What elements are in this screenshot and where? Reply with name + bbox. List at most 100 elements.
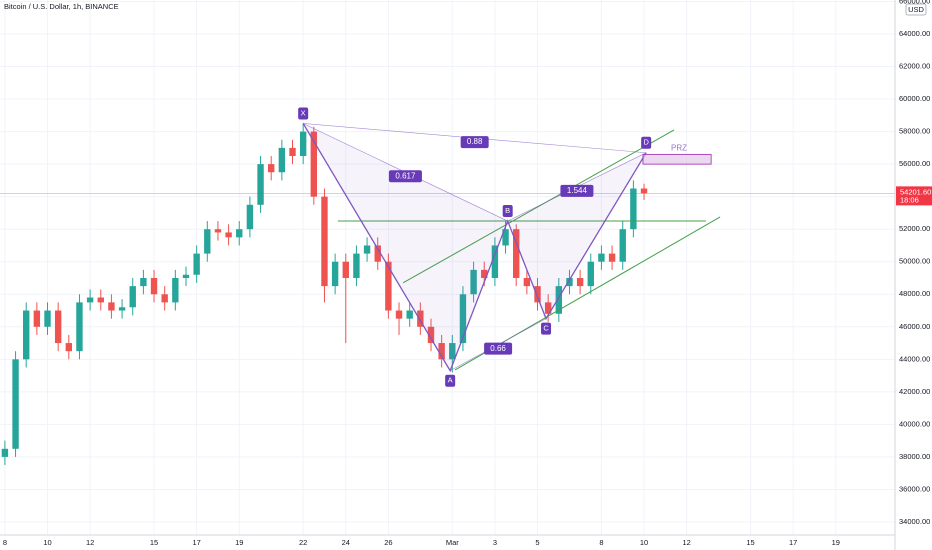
x-tick-label: 8 bbox=[599, 538, 603, 547]
candle-body bbox=[1, 448, 9, 457]
candle-body bbox=[289, 147, 296, 156]
candle-body bbox=[363, 245, 371, 254]
candle-body bbox=[129, 286, 136, 308]
candle-body bbox=[150, 277, 158, 295]
candle-body bbox=[406, 310, 413, 319]
candle-body bbox=[299, 131, 307, 156]
x-tick-label: 15 bbox=[150, 538, 158, 547]
currency[interactable]: USD bbox=[908, 5, 924, 14]
chart-title: Bitcoin / U.S. Dollar, 1h, BINANCE bbox=[4, 2, 119, 11]
x-tick-label: Mar bbox=[446, 538, 459, 547]
point-label: B bbox=[505, 206, 510, 215]
y-tick-label: 52000.00 bbox=[899, 224, 930, 233]
candle-body bbox=[268, 164, 275, 173]
x-tick-label: 22 bbox=[299, 538, 307, 547]
last-price-box bbox=[896, 186, 932, 206]
pattern-fill bbox=[507, 152, 647, 319]
y-tick-label: 42000.00 bbox=[899, 387, 930, 396]
point-box bbox=[641, 136, 652, 149]
x-tick-label: 12 bbox=[86, 538, 94, 547]
candle-body bbox=[214, 229, 222, 233]
y-tick-label: 66000.00 bbox=[899, 0, 930, 5]
candle-body bbox=[576, 277, 584, 287]
x-tick-label: 19 bbox=[235, 538, 243, 547]
candle-body bbox=[502, 229, 509, 246]
candle-body bbox=[257, 164, 264, 205]
y-tick-label: 46000.00 bbox=[899, 322, 930, 331]
x-tick-label: 19 bbox=[832, 538, 840, 547]
candle-body bbox=[86, 297, 94, 303]
point-box bbox=[298, 107, 309, 120]
candle-body bbox=[513, 229, 520, 278]
point-box bbox=[445, 374, 456, 387]
candle-body bbox=[204, 229, 211, 254]
x-tick-label: 3 bbox=[493, 538, 497, 547]
candle-body bbox=[97, 297, 104, 303]
ratio-label: 1.544 bbox=[567, 186, 588, 195]
point-label: A bbox=[448, 376, 453, 385]
candle-body bbox=[65, 343, 73, 352]
y-tick-label: 34000.00 bbox=[899, 517, 930, 526]
candle-body bbox=[236, 229, 243, 238]
candle-body bbox=[193, 253, 200, 275]
trendline bbox=[402, 129, 675, 284]
y-tick-label: 60000.00 bbox=[899, 94, 930, 103]
y-tick-label: 62000.00 bbox=[899, 62, 930, 71]
candle-body bbox=[619, 229, 626, 262]
x-tick-label: 12 bbox=[682, 538, 690, 547]
y-tick-label: 48000.00 bbox=[899, 289, 930, 298]
x-tick-label: 17 bbox=[192, 538, 200, 547]
candle-body bbox=[44, 310, 51, 327]
candle-body bbox=[331, 261, 339, 287]
candle-body bbox=[385, 261, 392, 311]
x-tick-label: 10 bbox=[640, 538, 648, 547]
y-tick-label: 36000.00 bbox=[899, 484, 930, 493]
candle-body bbox=[33, 310, 41, 327]
candle-body bbox=[481, 269, 488, 278]
candle-body bbox=[544, 302, 552, 314]
ratio-box bbox=[460, 136, 489, 149]
candle-body bbox=[140, 277, 147, 287]
candle-body bbox=[374, 245, 381, 262]
point-label: X bbox=[301, 108, 306, 117]
countdown: 18:06 bbox=[900, 195, 919, 204]
candle-body bbox=[417, 310, 424, 327]
y-tick-label: 38000.00 bbox=[899, 452, 930, 461]
ratio-box bbox=[560, 184, 594, 197]
y-tick-label: 58000.00 bbox=[899, 127, 930, 136]
candle-body bbox=[640, 188, 648, 194]
x-tick-label: 17 bbox=[789, 538, 797, 547]
candle-body bbox=[555, 286, 563, 314]
candle-body bbox=[54, 310, 62, 344]
candle-body bbox=[459, 294, 467, 344]
candle-body bbox=[310, 131, 318, 197]
pattern-leg bbox=[302, 123, 647, 373]
y-tick-label: 40000.00 bbox=[899, 419, 930, 428]
x-tick-label: 26 bbox=[384, 538, 392, 547]
x-tick-label: 8 bbox=[3, 538, 7, 547]
prz-box bbox=[642, 153, 712, 165]
candle-body bbox=[108, 302, 115, 311]
candle-body bbox=[566, 277, 573, 287]
currency-box[interactable] bbox=[905, 3, 927, 16]
x-tick-label: 10 bbox=[43, 538, 51, 547]
candle-body bbox=[182, 274, 190, 278]
candle-body bbox=[491, 245, 499, 278]
candle-body bbox=[118, 307, 126, 311]
candle-body bbox=[12, 359, 19, 449]
x-tick-label: 24 bbox=[342, 538, 350, 547]
candle-body bbox=[587, 261, 594, 287]
candle-body bbox=[278, 147, 286, 173]
prz-label: PRZ bbox=[671, 143, 687, 152]
candle-body bbox=[449, 343, 456, 360]
candle-body bbox=[342, 261, 349, 278]
point-label: D bbox=[643, 138, 649, 147]
point-box bbox=[541, 322, 552, 335]
candle-body bbox=[427, 326, 435, 344]
ratio-box bbox=[388, 170, 422, 183]
ratio-box bbox=[484, 342, 513, 355]
ratio-label: 0.66 bbox=[490, 344, 506, 353]
x-tick-label: 15 bbox=[746, 538, 754, 547]
pattern-fill bbox=[303, 123, 508, 371]
